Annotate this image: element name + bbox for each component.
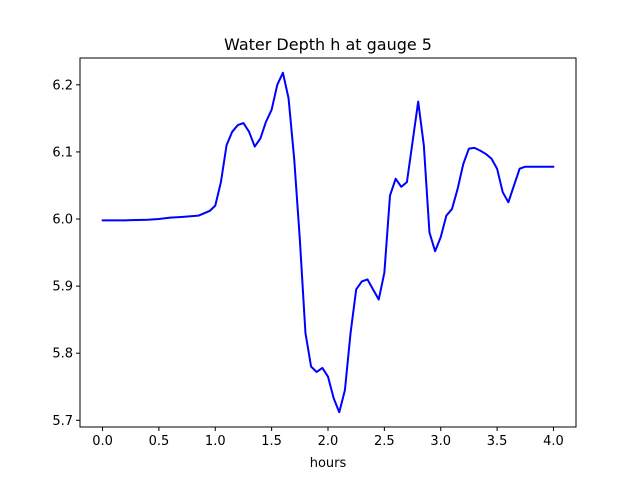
x-tick-label: 3.5 bbox=[487, 434, 508, 449]
x-tick-label: 1.5 bbox=[261, 434, 282, 449]
y-tick-label: 5.7 bbox=[52, 414, 73, 429]
x-tick-label: 2.5 bbox=[374, 434, 395, 449]
series-line-0 bbox=[101, 71, 555, 414]
x-axis: 0.0 0.5 1.0 1.5 2.0 2.5 3.0 3.5 4.0 bbox=[92, 427, 564, 449]
x-tick-label: 2.0 bbox=[318, 434, 339, 449]
y-axis: 5.7 5.8 5.9 6.0 6.1 6.2 bbox=[52, 78, 80, 429]
y-tick-label: 5.8 bbox=[52, 347, 73, 362]
y-tick-label: 6.2 bbox=[52, 78, 73, 93]
y-tick-label: 5.9 bbox=[52, 280, 73, 295]
x-tick-label: 0.5 bbox=[149, 434, 170, 449]
x-tick-label: 4.0 bbox=[543, 434, 564, 449]
x-tick-label: 3.0 bbox=[430, 434, 451, 449]
x-tick-label: 1.0 bbox=[205, 434, 226, 449]
y-tick-label: 6.0 bbox=[52, 213, 73, 228]
x-tick-label: 0.0 bbox=[92, 434, 113, 449]
chart-title: Water Depth h at gauge 5 bbox=[224, 35, 432, 54]
y-tick-label: 6.1 bbox=[52, 145, 73, 160]
x-axis-label: hours bbox=[310, 456, 347, 471]
